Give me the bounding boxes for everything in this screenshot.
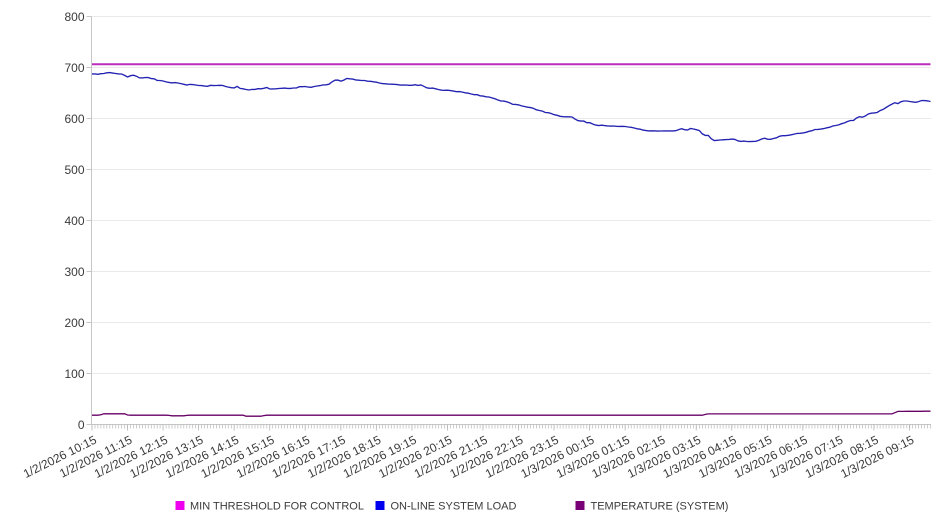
- svg-text:0: 0: [78, 418, 85, 432]
- svg-text:600: 600: [64, 112, 84, 126]
- svg-text:100: 100: [64, 367, 84, 381]
- svg-text:MIN THRESHOLD FOR CONTROL: MIN THRESHOLD FOR CONTROL: [190, 501, 364, 513]
- svg-text:200: 200: [64, 316, 84, 330]
- svg-text:700: 700: [64, 61, 84, 75]
- svg-text:400: 400: [64, 214, 84, 228]
- svg-text:TEMPERATURE (SYSTEM): TEMPERATURE (SYSTEM): [591, 501, 729, 513]
- svg-text:ON-LINE SYSTEM LOAD: ON-LINE SYSTEM LOAD: [391, 501, 517, 513]
- svg-text:500: 500: [64, 163, 84, 177]
- svg-text:800: 800: [64, 10, 84, 24]
- svg-text:300: 300: [64, 265, 84, 279]
